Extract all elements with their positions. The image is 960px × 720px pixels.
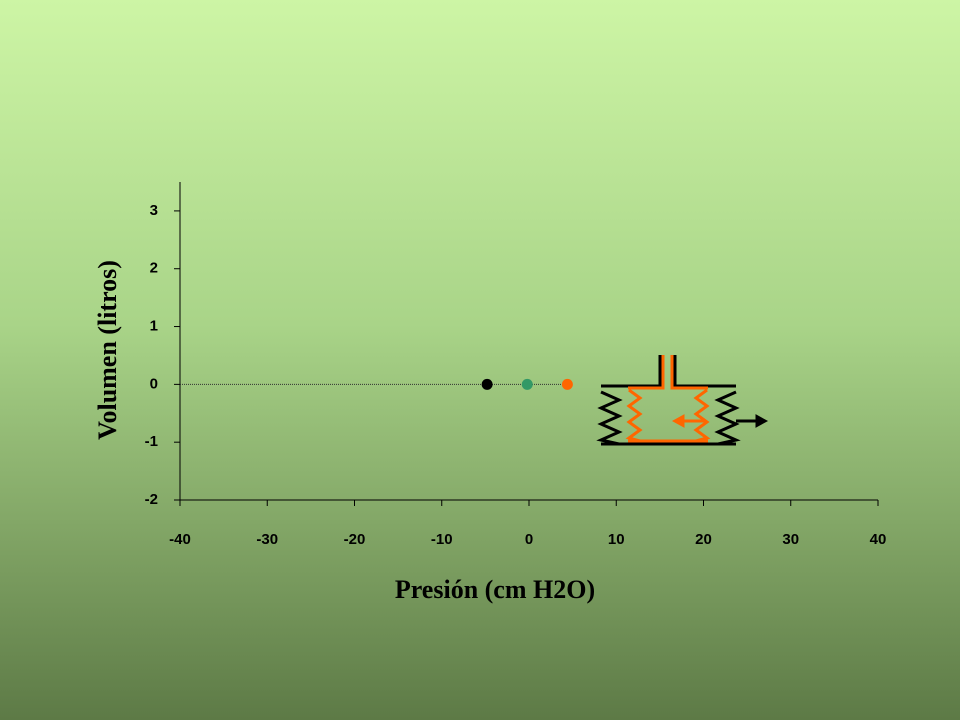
- lung-diagram: [596, 355, 769, 446]
- x-tick-label: 0: [525, 531, 533, 548]
- y-tick-label: 2: [150, 260, 158, 277]
- point: [521, 378, 533, 390]
- x-tick-label: -10: [431, 531, 453, 548]
- x-tick-label: 30: [782, 531, 799, 548]
- x-tick-label: -40: [169, 531, 191, 548]
- x-tick-label: -30: [256, 531, 278, 548]
- x-axis-label: Presión (cm H2O): [395, 575, 595, 604]
- y-tick-label: 0: [150, 375, 158, 392]
- x-tick-label: 20: [695, 531, 712, 548]
- y-tick-label: 3: [150, 202, 158, 219]
- y-axis-label: Volumen (litros): [93, 260, 122, 440]
- y-tick-label: -1: [145, 433, 158, 450]
- point: [561, 378, 573, 390]
- y-tick-label: -2: [145, 491, 158, 508]
- x-tick-label: 40: [870, 531, 887, 548]
- x-tick-label: 10: [608, 531, 625, 548]
- x-tick-label: -20: [344, 531, 366, 548]
- point: [481, 378, 493, 390]
- y-tick-label: 1: [150, 318, 158, 335]
